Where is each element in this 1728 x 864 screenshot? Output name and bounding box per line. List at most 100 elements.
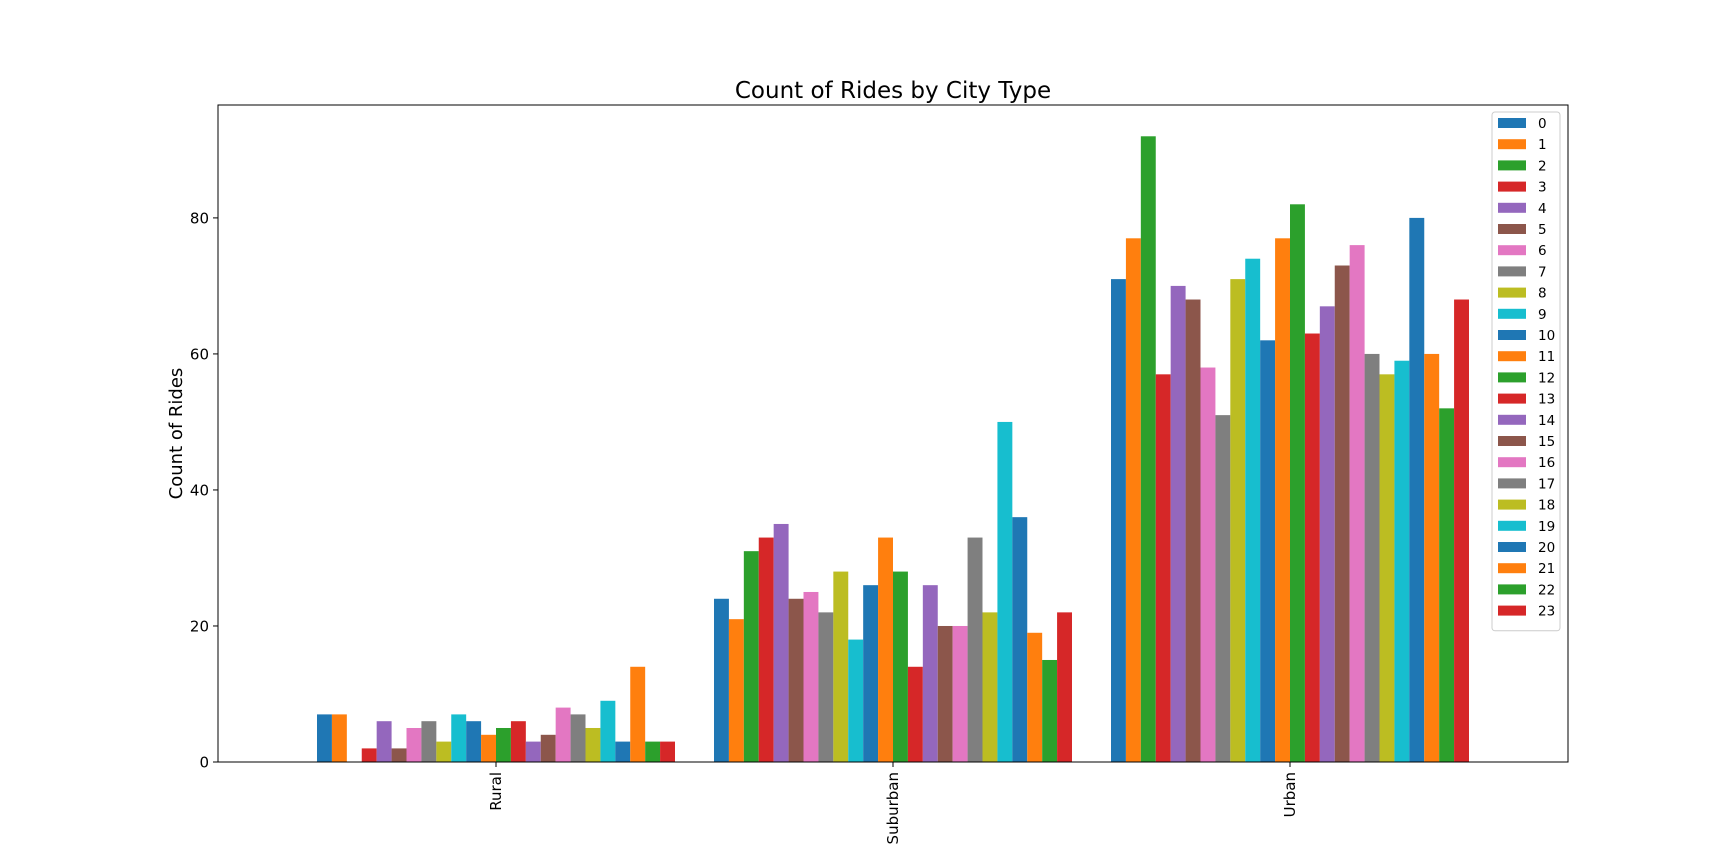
bars-group [317,136,1469,763]
bar-rural-17 [570,714,586,762]
legend-label-9: 9 [1538,307,1547,323]
y-tick-label: 0 [199,754,209,772]
bar-urban-9 [1245,258,1261,762]
bar-suburban-4 [773,523,789,762]
bar-urban-16 [1349,245,1365,763]
bar-suburban-5 [788,598,804,762]
bar-suburban-9 [848,639,864,762]
bar-suburban-15 [937,625,953,762]
bar-urban-13 [1304,333,1320,762]
bar-urban-3 [1155,374,1171,762]
legend-label-17: 17 [1538,476,1555,492]
bar-suburban-1 [728,619,744,762]
legend-label-2: 2 [1538,158,1547,174]
bar-suburban-10 [863,585,879,762]
legend-label-13: 13 [1538,392,1555,408]
legend-label-23: 23 [1538,604,1555,620]
legend-swatch-12 [1498,372,1526,383]
bar-rural-1 [331,714,347,762]
y-tick-label: 80 [190,209,209,227]
legend-label-15: 15 [1538,434,1555,450]
legend-swatch-0 [1498,118,1526,128]
bar-rural-7 [421,721,437,762]
legend-label-20: 20 [1538,540,1555,556]
legend-swatch-19 [1498,520,1526,531]
y-tick-label: 40 [190,481,209,499]
legend-swatch-10 [1498,330,1526,340]
bar-suburban-18 [982,612,998,762]
bar-urban-15 [1334,265,1350,762]
bar-suburban-0 [714,598,729,762]
bar-rural-23 [660,741,675,762]
legend-swatch-21 [1498,563,1526,574]
x-tick-label-rural: Rural [487,772,505,811]
bar-suburban-21 [1027,632,1043,762]
legend-swatch-1 [1498,139,1526,150]
bar-urban-2 [1140,136,1156,763]
legend-label-14: 14 [1538,413,1555,429]
bar-suburban-19 [997,421,1013,762]
legend-swatch-7 [1498,266,1526,277]
bar-urban-7 [1215,415,1231,762]
legend-swatch-3 [1498,181,1526,192]
bar-rural-3 [361,748,377,762]
bar-rural-9 [451,714,467,762]
bar-rural-10 [466,721,482,762]
bar-rural-16 [555,707,571,762]
bar-rural-15 [540,734,556,762]
legend-swatch-23 [1498,605,1526,616]
bar-urban-10 [1260,340,1276,762]
legend-swatch-13 [1498,393,1526,404]
legend-label-0: 0 [1538,116,1547,132]
bar-urban-23 [1454,299,1469,762]
bar-rural-11 [481,734,496,762]
legend-swatch-15 [1498,436,1526,446]
legend-swatch-6 [1498,245,1526,256]
legend-label-11: 11 [1538,349,1555,365]
legend-label-1: 1 [1538,137,1547,153]
bar-rural-4 [376,721,392,762]
bar-rural-18 [585,727,601,762]
bar-rural-13 [510,721,526,762]
legend-label-7: 7 [1538,264,1547,280]
legend-swatch-16 [1498,457,1526,468]
bar-rural-19 [600,700,616,762]
bar-rural-5 [391,748,407,762]
bar-suburban-16 [952,625,968,762]
legend-label-10: 10 [1538,328,1555,344]
legend-swatch-14 [1498,414,1526,425]
bar-urban-18 [1379,374,1395,762]
bar-urban-5 [1185,299,1201,762]
legend-label-3: 3 [1538,180,1547,196]
legend-swatch-11 [1498,351,1526,362]
bar-suburban-3 [758,537,774,762]
bar-suburban-7 [818,612,834,762]
bar-suburban-22 [1042,659,1058,762]
legend-label-5: 5 [1538,222,1547,238]
bar-suburban-2 [743,551,759,762]
y-tick-label: 60 [190,345,209,363]
x-axis: Rural Suburban Urban [487,762,1299,844]
legend-swatch-22 [1498,584,1526,595]
bar-urban-22 [1439,408,1455,762]
legend-swatch-5 [1498,224,1526,234]
bar-urban-4 [1170,285,1186,762]
bar-suburban-13 [907,666,923,762]
bar-rural-14 [525,741,541,762]
bar-suburban-6 [803,591,819,762]
bar-urban-0 [1111,279,1126,762]
legend-label-6: 6 [1538,243,1547,259]
bar-suburban-23 [1057,612,1072,762]
bar-urban-20 [1409,217,1425,762]
legend-swatch-2 [1498,160,1526,171]
bar-urban-14 [1319,306,1335,762]
legend-label-21: 21 [1538,561,1555,577]
legend-swatch-8 [1498,287,1526,298]
legend-label-22: 22 [1538,582,1555,598]
bar-urban-19 [1394,360,1410,762]
bar-urban-21 [1424,353,1440,762]
bar-urban-11 [1275,238,1290,763]
bar-rural-12 [496,727,511,762]
